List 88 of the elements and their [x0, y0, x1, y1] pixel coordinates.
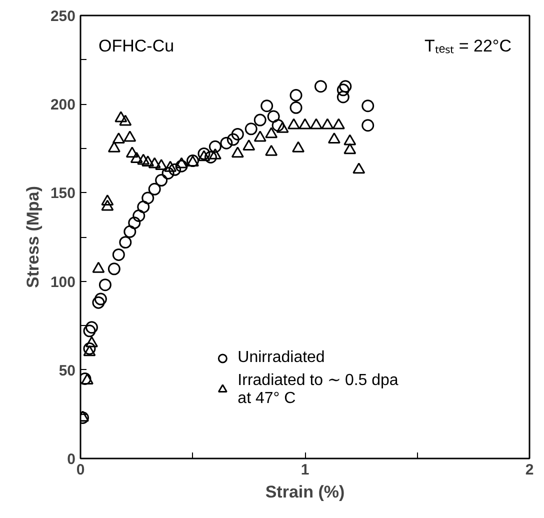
- point: [267, 110, 280, 123]
- point: [85, 336, 98, 348]
- point: [362, 100, 374, 112]
- point: [94, 292, 107, 306]
- point: [98, 278, 112, 292]
- x-tick-label: 2: [525, 462, 534, 478]
- point: [336, 90, 350, 104]
- point: [314, 80, 327, 93]
- point: [168, 163, 182, 176]
- point: [85, 321, 98, 334]
- point: [137, 200, 150, 214]
- point: [231, 146, 244, 158]
- point: [204, 151, 217, 164]
- point: [265, 127, 278, 138]
- point: [130, 152, 143, 163]
- point: [208, 148, 222, 160]
- annotation: OFHC-Cu: [98, 36, 174, 56]
- point: [112, 132, 125, 144]
- annotation: Tₜₑₛₜ = 22°C: [424, 36, 512, 56]
- point: [288, 118, 300, 130]
- point: [101, 200, 114, 211]
- y-tick-label: 200: [50, 96, 76, 114]
- x-axis-title: Strain (%): [265, 482, 345, 502]
- point: [276, 122, 289, 133]
- point: [92, 296, 105, 309]
- x-tick-label: 1: [300, 462, 310, 478]
- point: [339, 80, 352, 93]
- y-tick-label: 0: [67, 451, 76, 468]
- point: [83, 342, 96, 355]
- point: [352, 162, 366, 174]
- point: [272, 119, 284, 132]
- point: [175, 157, 188, 168]
- y-tick-label: 250: [50, 8, 76, 25]
- point: [332, 118, 345, 130]
- y-tick-label: 150: [50, 185, 76, 202]
- point: [298, 118, 312, 130]
- point: [260, 100, 274, 112]
- point: [119, 236, 132, 249]
- point: [164, 160, 177, 172]
- point: [148, 157, 161, 168]
- point: [321, 118, 334, 130]
- point: [155, 174, 168, 187]
- point: [108, 262, 120, 276]
- point: [124, 130, 136, 142]
- point: [344, 143, 356, 154]
- point: [265, 144, 278, 156]
- point: [242, 140, 256, 151]
- point: [92, 262, 105, 273]
- point: [162, 166, 174, 180]
- point: [142, 192, 154, 204]
- point: [132, 209, 146, 222]
- point: [310, 118, 322, 130]
- point: [220, 136, 233, 150]
- point: [254, 130, 266, 142]
- point: [142, 155, 154, 166]
- point: [119, 114, 132, 126]
- point: [101, 194, 114, 206]
- point: [244, 122, 258, 136]
- point: [208, 140, 222, 153]
- point: [112, 248, 125, 261]
- legend-label: Unirradiated: [238, 349, 325, 367]
- point: [148, 182, 161, 196]
- point: [175, 160, 188, 172]
- point: [290, 101, 302, 114]
- point: [198, 147, 210, 160]
- point: [198, 150, 210, 162]
- point: [83, 324, 96, 338]
- point: [226, 133, 240, 146]
- point: [108, 141, 120, 152]
- point: [231, 128, 244, 140]
- y-axis-title: Stress (Mpa): [23, 186, 42, 288]
- point: [292, 141, 305, 152]
- point: [155, 159, 168, 170]
- point: [137, 154, 150, 165]
- point: [124, 225, 136, 238]
- y-tick-label: 50: [58, 362, 76, 380]
- point: [254, 114, 266, 126]
- legend-label: Irradiated to ∼ 0.5 dpa at 47° C: [238, 371, 398, 408]
- point: [328, 132, 340, 144]
- point: [126, 146, 138, 158]
- point: [362, 119, 374, 132]
- point: [336, 84, 350, 96]
- y-tick-label: 100: [50, 274, 76, 291]
- point: [344, 134, 356, 146]
- point: [83, 345, 96, 356]
- point: [128, 216, 141, 230]
- point: [290, 89, 302, 102]
- point: [114, 111, 128, 122]
